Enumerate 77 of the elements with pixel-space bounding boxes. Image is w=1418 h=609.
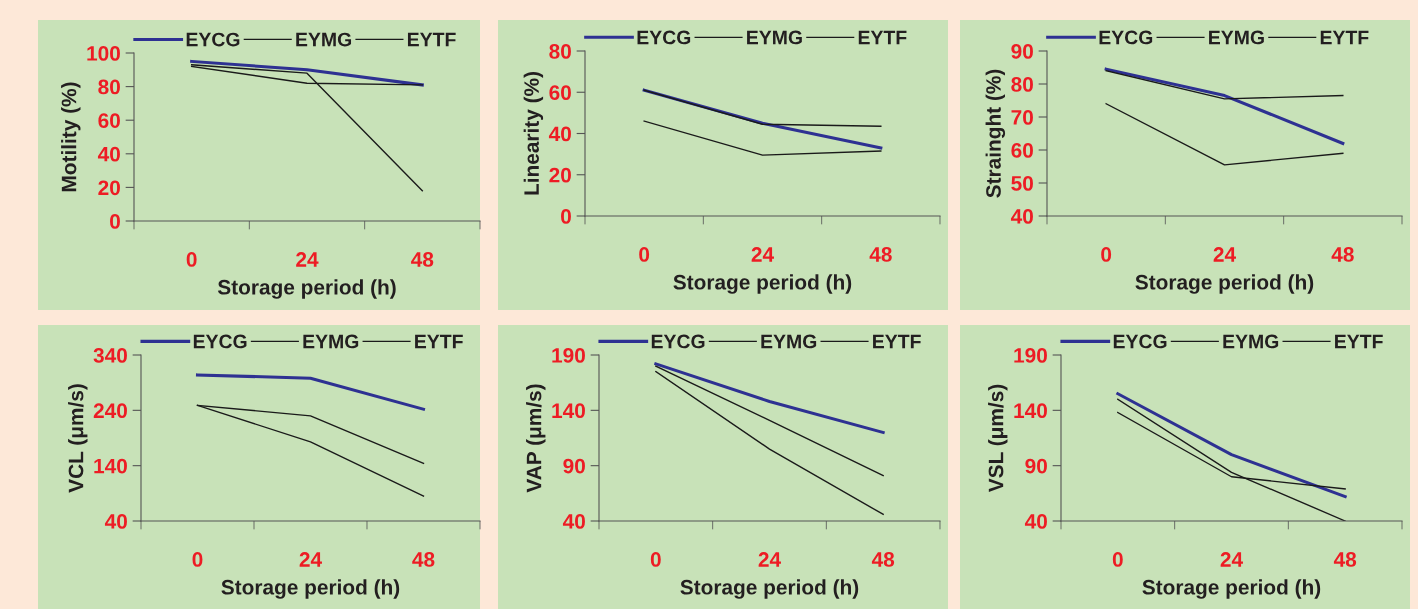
- legend-label: EYMG: [747, 30, 802, 45]
- y-axis-title: Strainght (%): [985, 69, 1006, 198]
- x-axis-title: Storage period (h): [217, 279, 396, 299]
- x-tick-label: 24: [758, 552, 781, 567]
- legend-label: EYMG: [1209, 30, 1264, 45]
- y-tick-label: 40: [548, 126, 571, 142]
- y-tick-label: 70: [1011, 110, 1033, 125]
- x-tick-label: 24: [1213, 247, 1236, 262]
- legend-label: EYTF: [1335, 334, 1383, 349]
- x-axis-title: Storage period (h): [1142, 579, 1321, 599]
- y-tick-label: 80: [98, 79, 120, 95]
- y-axis-title: VSL (μm/s): [988, 384, 1008, 493]
- x-tick-label: 48: [869, 247, 892, 262]
- legend-label: EYCG: [186, 32, 240, 47]
- y-tick-label: 40: [562, 514, 585, 529]
- x-tick-label: 48: [1333, 552, 1357, 567]
- y-tick-label: 40: [1010, 209, 1033, 224]
- x-tick-label: 0: [650, 552, 661, 567]
- x-tick-label: 48: [411, 252, 434, 267]
- x-tick-label: 24: [296, 252, 319, 267]
- y-tick-label: 190: [1014, 348, 1047, 363]
- x-tick-label: 0: [1101, 247, 1112, 262]
- y-tick-label: 340: [93, 348, 127, 363]
- y-tick-label: 40: [1024, 514, 1047, 529]
- y-tick-label: 40: [97, 146, 120, 162]
- x-axis-title: Storage period (h): [680, 579, 859, 599]
- y-tick-label: 20: [549, 167, 571, 183]
- legend-label: EYTF: [858, 30, 907, 45]
- x-tick-label: 48: [412, 552, 435, 567]
- y-tick-label: 140: [552, 403, 585, 419]
- y-tick-label: 0: [110, 214, 120, 229]
- x-axis-title: Storage period (h): [673, 274, 852, 294]
- y-axis-title: VCL (μm/s): [68, 384, 88, 493]
- y-tick-label: 60: [98, 113, 120, 128]
- x-axis-title: Storage period (h): [1135, 274, 1314, 294]
- legend-label: EYTF: [873, 334, 921, 349]
- y-tick-label: 50: [1011, 176, 1033, 191]
- y-axis-title: VAP (μm/s): [526, 384, 546, 493]
- x-tick-label: 0: [192, 552, 203, 567]
- x-tick-label: 0: [639, 247, 650, 262]
- y-axis-title: Linearity (%): [523, 72, 544, 195]
- y-tick-label: 90: [1011, 44, 1033, 59]
- x-tick-label: 48: [871, 552, 895, 567]
- legend-label: EYTF: [415, 334, 463, 349]
- x-tick-label: 0: [186, 252, 197, 267]
- y-tick-label: 90: [1025, 458, 1047, 474]
- x-tick-label: 24: [299, 552, 322, 567]
- y-tick-label: 40: [104, 514, 127, 529]
- y-tick-label: 190: [552, 348, 585, 363]
- y-tick-label: 140: [1014, 403, 1047, 419]
- y-tick-label: 20: [98, 180, 120, 196]
- y-tick-label: 80: [549, 44, 571, 59]
- legend-label: EYMG: [761, 334, 817, 349]
- legend-label: EYCG: [637, 30, 691, 45]
- y-tick-label: 100: [87, 46, 120, 61]
- legend-label: EYTF: [1320, 30, 1369, 45]
- legend-label: EYCG: [193, 334, 247, 349]
- legend-label: EYCG: [1113, 334, 1167, 349]
- legend-label: EYMG: [1223, 334, 1279, 349]
- legend-label: EYCG: [651, 334, 705, 349]
- x-tick-label: 24: [751, 247, 774, 262]
- legend-label: EYMG: [296, 32, 352, 47]
- legend-label: EYMG: [303, 334, 359, 349]
- x-tick-label: 0: [1112, 552, 1123, 567]
- x-tick-label: 24: [1220, 552, 1243, 567]
- y-tick-label: 0: [561, 209, 571, 224]
- y-tick-label: 140: [94, 458, 127, 474]
- y-tick-label: 60: [1011, 143, 1033, 158]
- legend-label: EYCG: [1099, 30, 1153, 45]
- x-tick-label: 48: [1331, 247, 1354, 262]
- y-axis-title: Motility (%): [61, 82, 81, 192]
- y-tick-label: 240: [93, 403, 127, 419]
- x-axis-title: Storage period (h): [221, 579, 400, 599]
- legend-label: EYTF: [407, 32, 456, 47]
- y-tick-label: 60: [549, 85, 571, 100]
- y-tick-label: 80: [1011, 77, 1033, 92]
- y-tick-label: 90: [563, 458, 585, 474]
